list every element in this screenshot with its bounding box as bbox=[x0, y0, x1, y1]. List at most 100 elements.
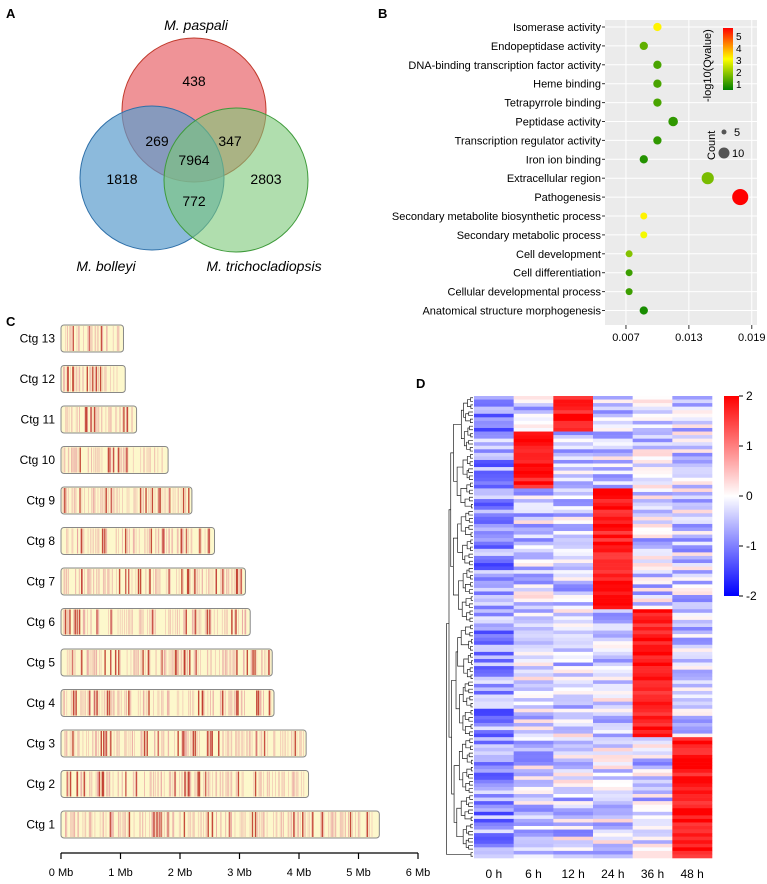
heatmap-cell bbox=[672, 772, 713, 777]
heatmap-cell bbox=[553, 790, 594, 795]
heatmap-cell bbox=[553, 527, 594, 532]
heatmap-cell bbox=[672, 577, 713, 582]
heatmap-cell bbox=[513, 783, 554, 788]
heatmap-cell bbox=[553, 474, 594, 479]
heatmap-cell bbox=[553, 829, 594, 834]
heatmap-cell bbox=[593, 705, 633, 710]
heatmap-cell bbox=[593, 427, 633, 432]
heatmap-cell bbox=[553, 850, 594, 855]
heatmap-cell bbox=[553, 438, 594, 443]
heatmap-cell bbox=[632, 573, 673, 578]
heatmap-cell bbox=[553, 779, 594, 784]
heatmap-cell bbox=[474, 495, 514, 500]
heatmap-cell bbox=[513, 555, 554, 560]
dendrogram-branch bbox=[465, 783, 470, 791]
dendrogram-branch bbox=[470, 767, 473, 772]
heatmap-cell bbox=[593, 488, 633, 493]
heatmap-cell bbox=[474, 616, 514, 621]
bubble-x-tick-label: 0.007 bbox=[612, 332, 640, 344]
heatmap-cell bbox=[593, 470, 633, 475]
dendrogram-branch bbox=[468, 830, 473, 836]
venn-diagram: M. paspali M. bolleyi M. trichocladiopsi… bbox=[76, 17, 321, 274]
heatmap-cell bbox=[632, 744, 673, 749]
heatmap-cell bbox=[593, 708, 633, 713]
heatmap-cell bbox=[553, 559, 594, 564]
heatmap-cell bbox=[474, 715, 514, 720]
dendrogram-branch bbox=[470, 482, 473, 487]
heatmap-cell bbox=[672, 580, 713, 585]
dendrogram-branch bbox=[468, 809, 473, 814]
dendrogram-branch bbox=[466, 669, 471, 678]
heatmap-cell bbox=[672, 808, 713, 813]
heatmap-cell bbox=[553, 442, 594, 447]
dendrogram-branch bbox=[470, 724, 473, 729]
dendrogram-branch bbox=[460, 630, 469, 646]
dendrogram-branch bbox=[465, 512, 470, 521]
heatmap-cell bbox=[553, 719, 594, 724]
heatmap-cell bbox=[474, 527, 514, 532]
dendrogram-branch bbox=[468, 589, 473, 594]
bubble-point bbox=[653, 136, 662, 145]
heatmap-cell bbox=[672, 769, 713, 774]
heatmap-cell bbox=[672, 815, 713, 820]
heatmap-cell bbox=[593, 509, 633, 514]
heatmap-cell bbox=[553, 605, 594, 610]
heatmap-cell bbox=[632, 680, 673, 685]
heatmap-cell bbox=[672, 573, 713, 578]
heatmap-cell bbox=[513, 758, 554, 763]
contig-variant-map: Ctg 13 Ctg 12 Ctg 11 Ctg 10 Ctg 9 Ctg 8 Ctg 7 C… bbox=[20, 324, 430, 879]
panel-label-a: A bbox=[6, 6, 16, 21]
heatmap-cell bbox=[513, 769, 554, 774]
heatmap-cell bbox=[553, 523, 594, 528]
dendrogram-branch bbox=[469, 738, 473, 743]
heatmap-cell bbox=[632, 765, 673, 770]
heatmap-cell bbox=[553, 516, 594, 521]
heatmap-cell bbox=[513, 445, 554, 450]
heatmap-cell bbox=[593, 623, 633, 628]
contig-track: Ctg 6 bbox=[26, 608, 251, 636]
heatmap-cell bbox=[513, 570, 554, 574]
dendrogram-branch bbox=[469, 667, 473, 672]
heatmap-cell bbox=[593, 481, 633, 486]
heatmap-cell bbox=[593, 616, 633, 621]
heatmap-cell bbox=[672, 648, 713, 653]
heatmap-cell bbox=[672, 406, 713, 411]
heatmap-cell bbox=[672, 811, 713, 816]
heatmap-cell bbox=[553, 548, 594, 553]
heatmap-cell bbox=[632, 459, 673, 464]
heatmap-cell bbox=[593, 595, 633, 599]
heatmap-cell bbox=[593, 843, 633, 848]
heatmap-cell bbox=[593, 449, 633, 454]
heatmap-cell bbox=[513, 573, 554, 578]
heatmap-cell bbox=[593, 555, 633, 560]
heatmap-cell bbox=[513, 751, 554, 756]
heatmap-cell bbox=[474, 797, 514, 802]
dendrogram-branch bbox=[469, 496, 473, 502]
bubble-point bbox=[640, 212, 648, 220]
dendrogram-branch bbox=[468, 468, 473, 473]
heatmap-cell bbox=[474, 491, 514, 496]
heatmap-cell bbox=[632, 545, 673, 550]
dendrogram-branch bbox=[465, 839, 469, 848]
heatmap-cell bbox=[672, 435, 713, 439]
contig-x-tick-label: 2 Mb bbox=[168, 867, 192, 879]
dendrogram-branch bbox=[470, 582, 473, 587]
heatmap-cell bbox=[513, 690, 554, 695]
heatmap-cell bbox=[672, 683, 713, 688]
heatmap-cell bbox=[593, 815, 633, 820]
heatmap-cell bbox=[632, 612, 673, 617]
heatmap-cell bbox=[593, 715, 633, 720]
heatmap-cell bbox=[632, 399, 673, 404]
heatmap-cell bbox=[474, 737, 514, 742]
dendrogram-branch bbox=[467, 427, 471, 436]
heatmap-cell bbox=[593, 484, 633, 489]
heatmap-cell bbox=[513, 470, 554, 475]
heatmap-cell bbox=[672, 669, 713, 674]
heatmap-cell bbox=[474, 843, 514, 848]
heatmap-cell bbox=[474, 804, 514, 809]
heatmap-cell bbox=[632, 783, 673, 788]
heatmap-cell bbox=[513, 527, 554, 532]
heatmap-cell bbox=[513, 438, 554, 443]
dendrogram-branch bbox=[463, 431, 468, 447]
